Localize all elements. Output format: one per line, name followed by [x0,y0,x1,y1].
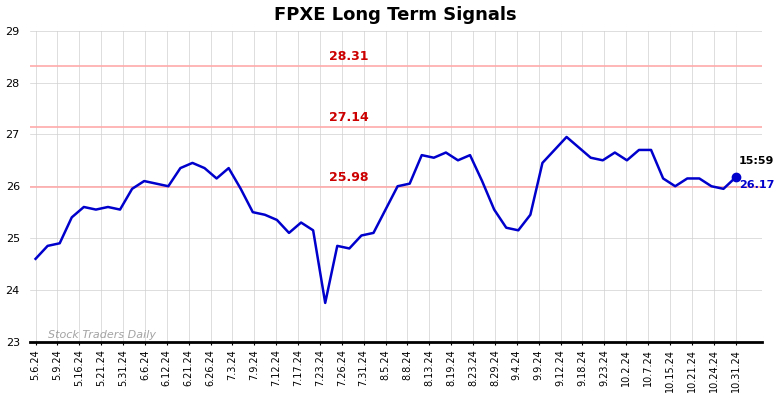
Text: Stock Traders Daily: Stock Traders Daily [48,330,156,339]
Title: FPXE Long Term Signals: FPXE Long Term Signals [274,6,517,23]
Text: 15:59: 15:59 [739,156,775,166]
Text: 27.14: 27.14 [329,111,368,124]
Text: 26.17: 26.17 [739,180,775,190]
Text: 28.31: 28.31 [329,50,368,63]
Text: 25.98: 25.98 [329,171,368,184]
